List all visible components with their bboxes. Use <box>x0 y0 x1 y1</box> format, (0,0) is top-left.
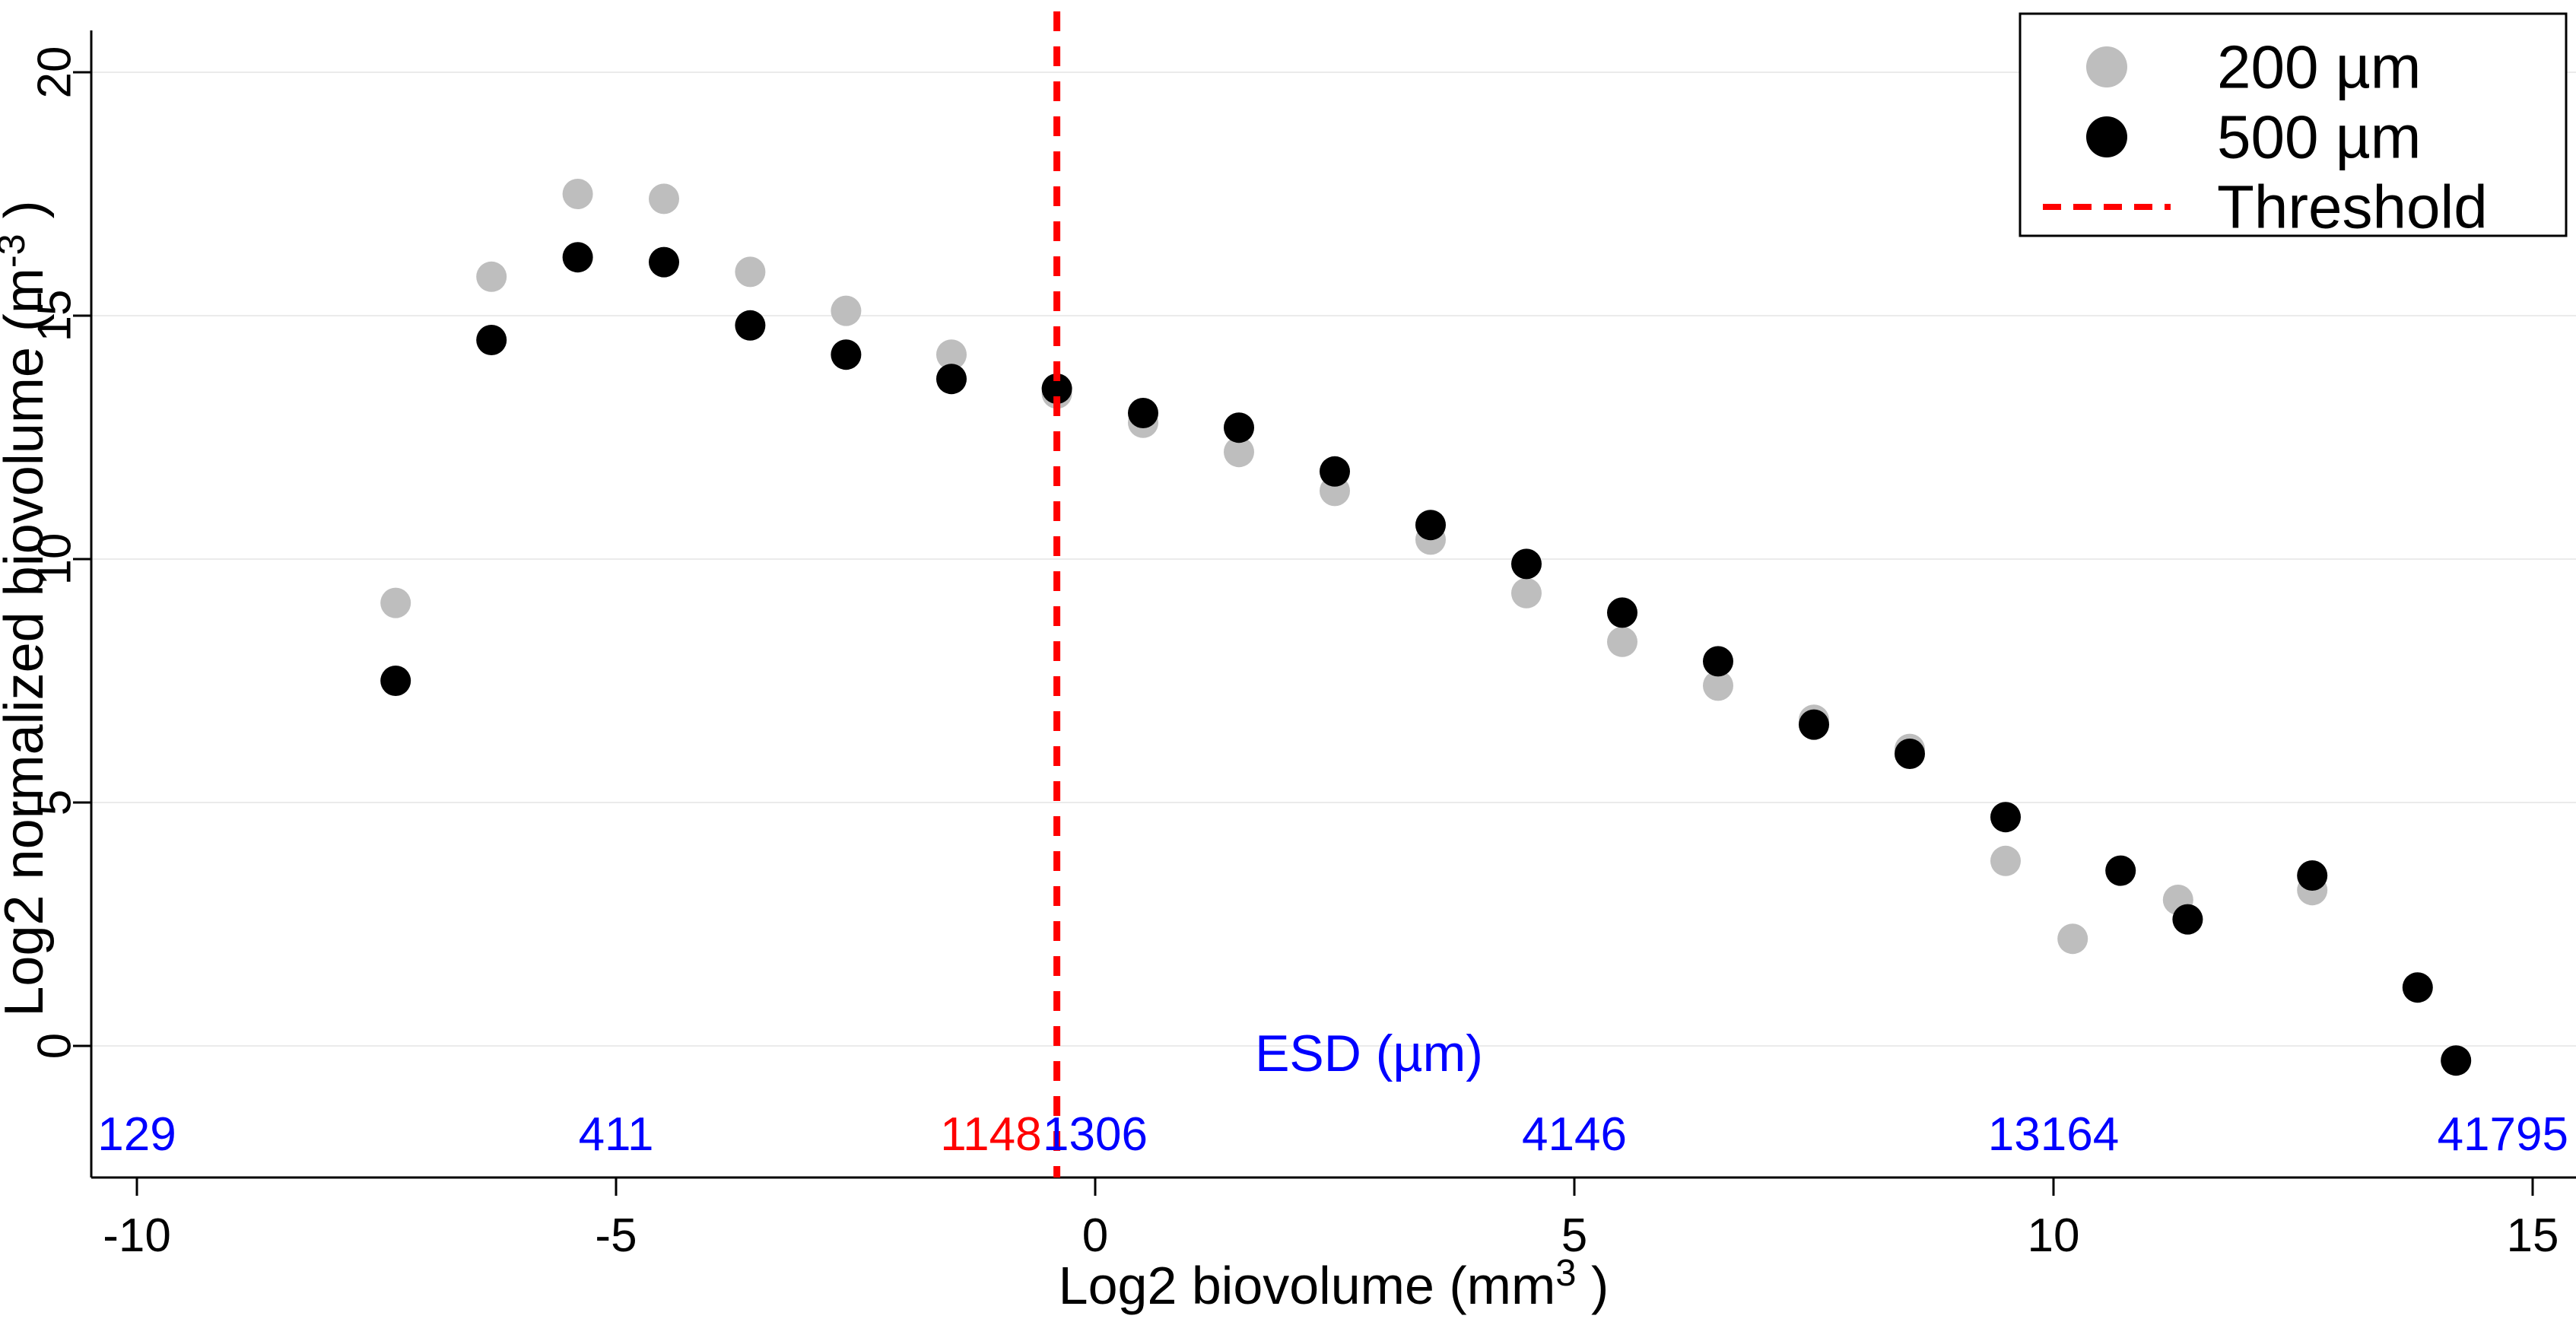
legend-label: 200 µm <box>2217 33 2421 101</box>
axes <box>73 30 2576 1196</box>
esd-tick-label: 4146 <box>1522 1108 1627 1161</box>
data-point <box>1895 739 1925 769</box>
y-axis-title: Log2 normalized biovolume (m-3 ) <box>0 200 55 1016</box>
y-tick-label: 0 <box>29 1033 81 1059</box>
y-tick-label: 10 <box>29 533 81 586</box>
y-tick-label: 15 <box>29 290 81 342</box>
esd-tick-label: 411 <box>579 1108 654 1161</box>
data-point <box>735 310 766 341</box>
x-tick-label: 10 <box>2028 1209 2080 1262</box>
data-point <box>831 339 862 370</box>
legend-label: Threshold <box>2217 173 2488 241</box>
legend-label: 500 µm <box>2217 103 2421 171</box>
x-tick-label: 15 <box>2507 1209 2559 1262</box>
data-point <box>1511 577 1542 609</box>
x-axis-title: Log2 biovolume (mm3 ) <box>1059 1253 1609 1315</box>
data-point <box>562 179 593 209</box>
data-point <box>2402 972 2433 1003</box>
legend-marker-circle <box>2086 116 2127 157</box>
y-tick-label: 20 <box>29 46 81 99</box>
data-point <box>1607 597 1637 628</box>
esd-tick-label: 1306 <box>1043 1108 1148 1161</box>
data-point <box>1041 373 1072 404</box>
data-point <box>649 246 679 278</box>
data-point <box>1990 845 2021 876</box>
y-tick-label: 5 <box>29 790 81 815</box>
data-point <box>1511 548 1542 580</box>
x-tick-label: 0 <box>1082 1209 1108 1262</box>
data-point <box>476 261 507 292</box>
esd-tick-label: 41795 <box>2438 1108 2568 1161</box>
data-point <box>1990 802 2021 833</box>
data-point <box>735 256 766 288</box>
data-point <box>2105 855 2136 886</box>
data-point <box>1703 670 1733 701</box>
series-500um <box>380 242 2472 1076</box>
data-point <box>936 364 967 395</box>
data-point <box>1703 646 1733 677</box>
data-point <box>1799 709 1829 740</box>
data-point <box>380 666 411 696</box>
data-point <box>380 587 411 618</box>
data-point <box>2441 1045 2472 1076</box>
data-points <box>380 179 2472 1076</box>
esd-threshold-label: 1148 <box>940 1108 1041 1161</box>
x-tick-label: 5 <box>1561 1209 1587 1262</box>
data-point <box>476 325 507 355</box>
data-point <box>1320 456 1350 487</box>
data-point <box>1224 412 1254 443</box>
esd-tick-label: 13164 <box>1988 1108 2119 1161</box>
data-point <box>2057 923 2088 955</box>
data-point <box>831 295 862 326</box>
gridlines <box>91 72 2576 1047</box>
data-point <box>649 183 679 215</box>
data-point <box>1607 626 1637 657</box>
data-point <box>2297 860 2328 891</box>
data-point <box>1128 398 1158 428</box>
data-point <box>2172 904 2203 935</box>
data-point <box>1224 437 1254 468</box>
data-point <box>936 339 967 370</box>
data-point <box>1415 510 1446 541</box>
x-tick-label: -10 <box>103 1209 171 1262</box>
esd-tick-label: 129 <box>97 1108 176 1161</box>
axis-labels: ESD (µm) 0 5 10 15 20 -10 -5 0 5 10 15 129 411 1306 41… <box>0 46 2568 1315</box>
legend-marker-circle <box>2086 46 2127 87</box>
data-point <box>562 242 593 273</box>
x-tick-label: -5 <box>595 1209 637 1262</box>
esd-axis-title: ESD (µm) <box>1255 1025 1483 1082</box>
